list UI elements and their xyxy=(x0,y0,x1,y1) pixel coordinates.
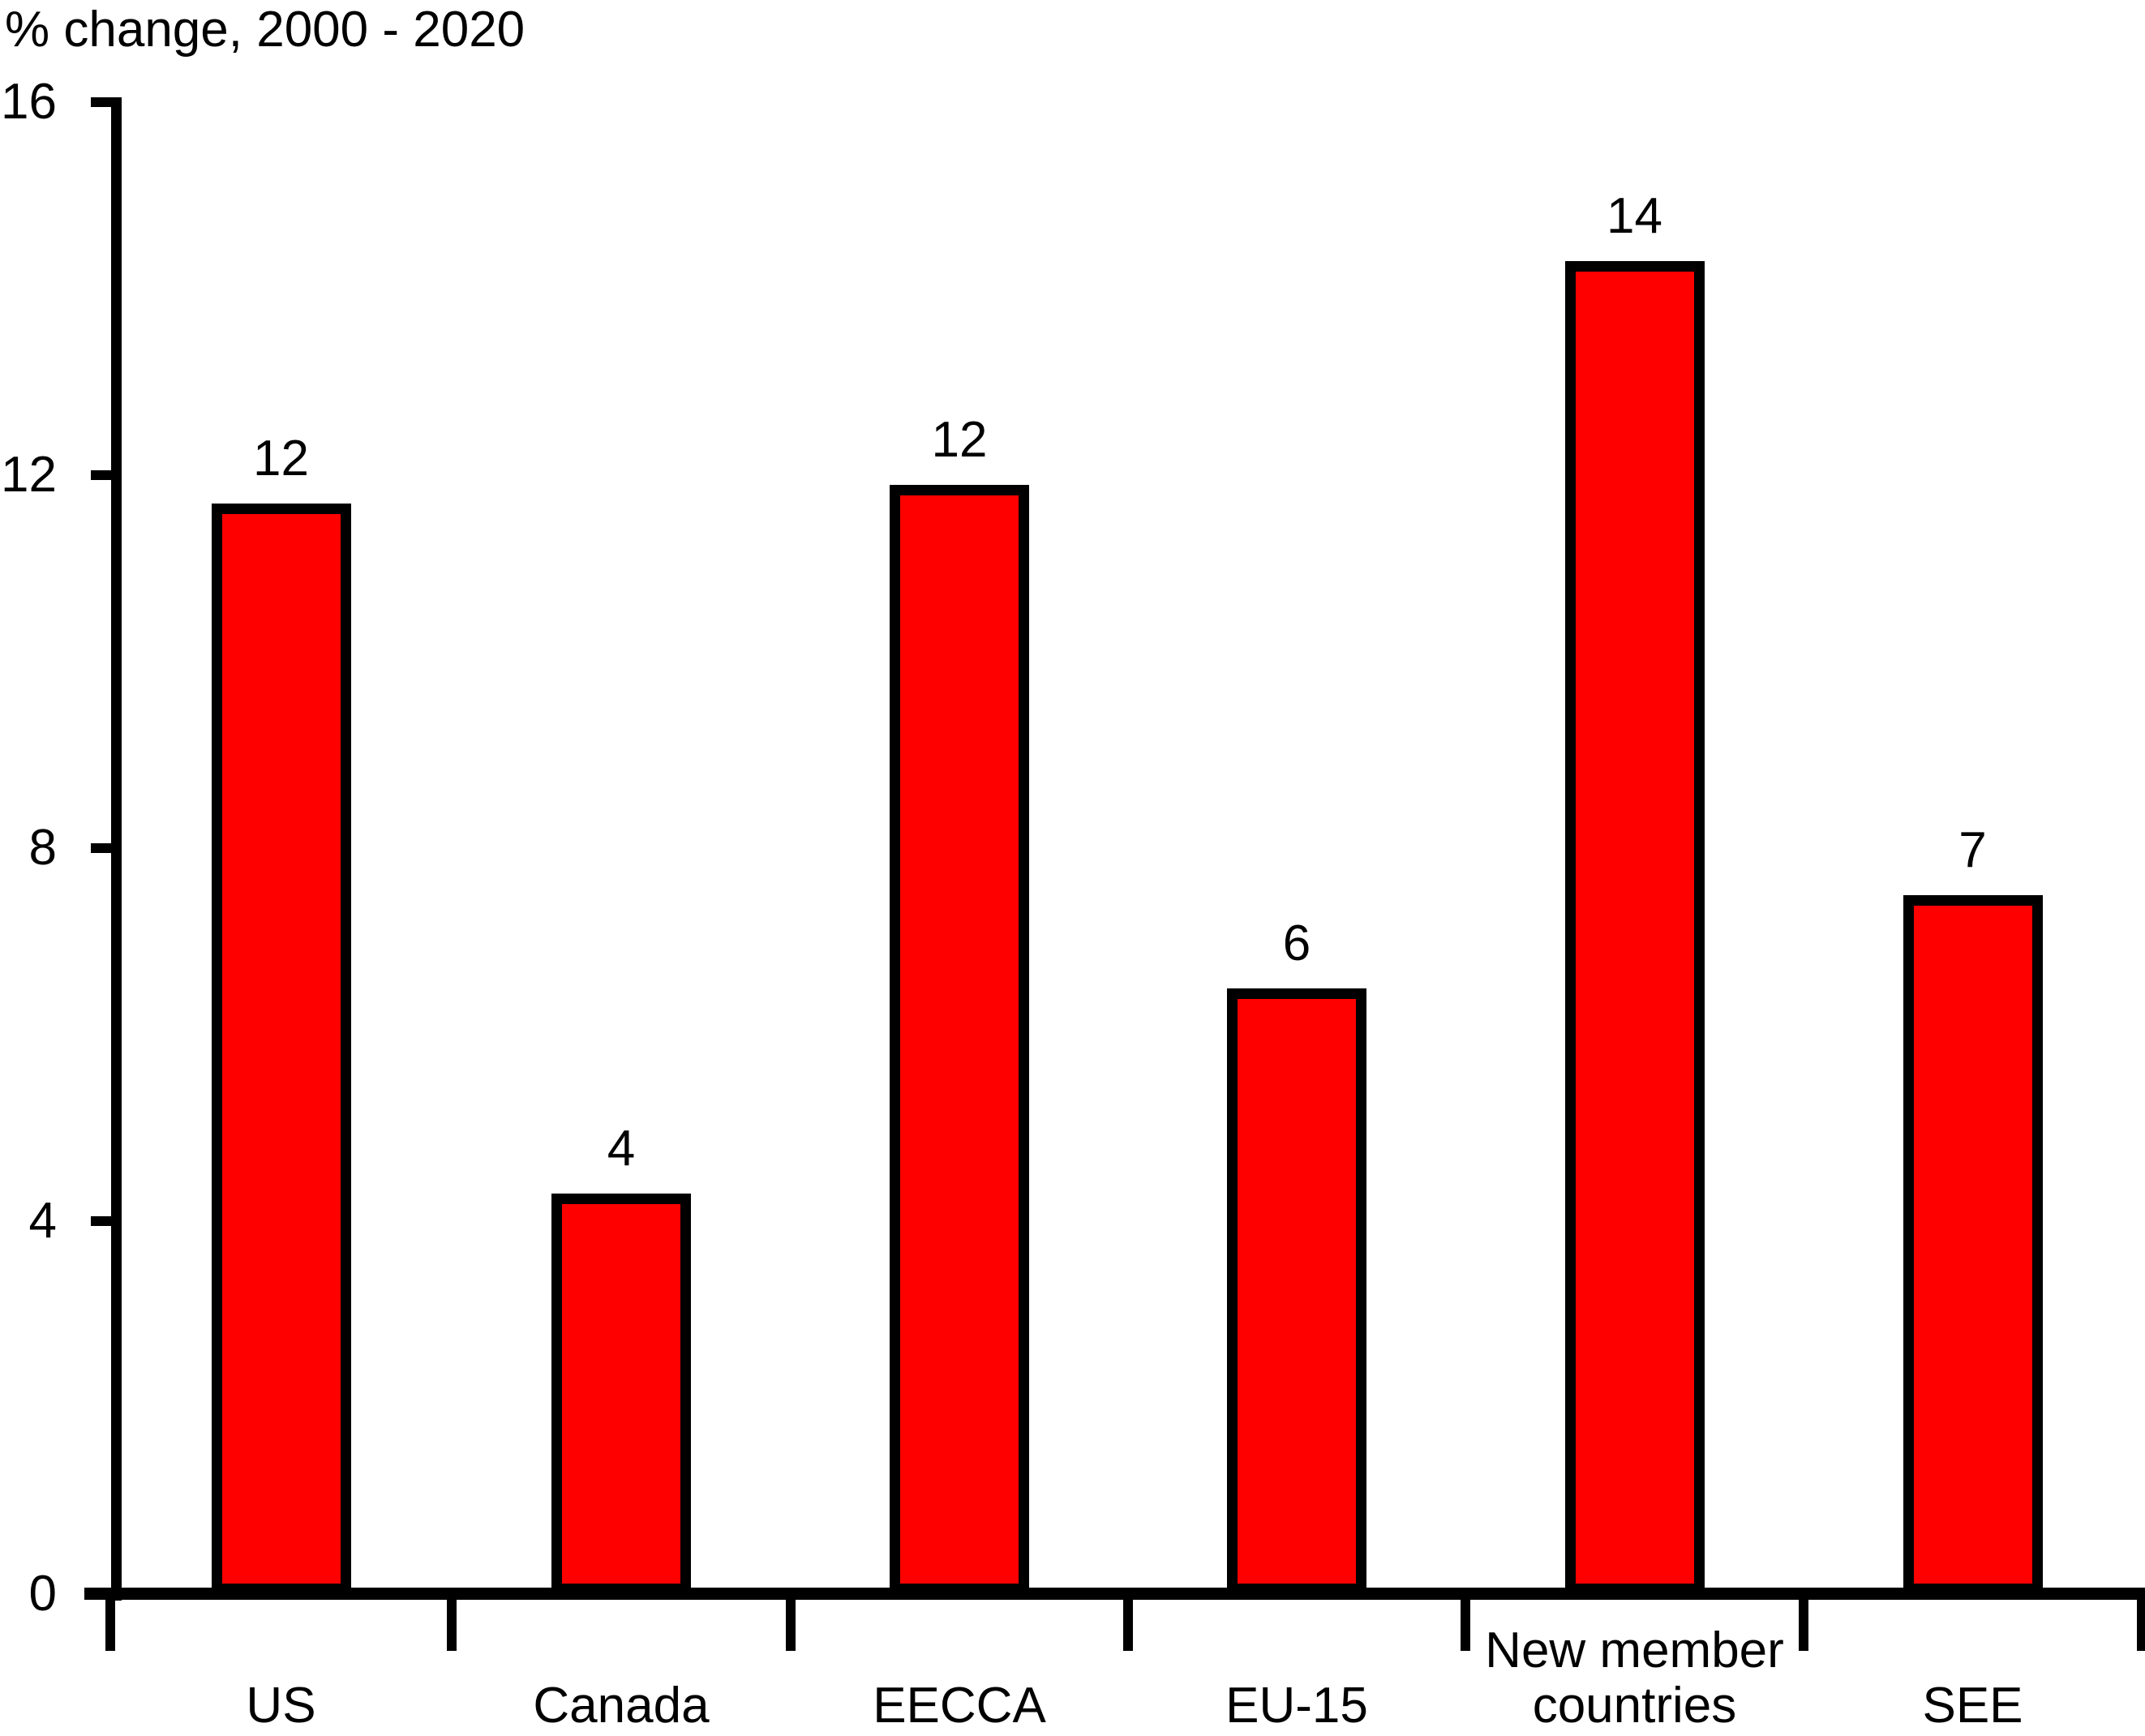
bar-eecca xyxy=(890,485,1029,1594)
category-label: EU-15 xyxy=(1225,1678,1368,1734)
bar-see xyxy=(1903,895,2043,1594)
bar-new-member-countries xyxy=(1564,261,1705,1594)
y-axis-tick xyxy=(91,843,112,853)
x-axis-tick xyxy=(1123,1588,1133,1651)
bar-value-label: 12 xyxy=(253,431,309,487)
y-axis-line xyxy=(111,97,122,1601)
bar-canada xyxy=(551,1194,691,1594)
x-axis-tick xyxy=(1461,1588,1470,1651)
bar-value-label: 12 xyxy=(931,412,988,468)
bar-value-label: 4 xyxy=(607,1121,636,1177)
y-tick-label: 16 xyxy=(1,74,57,130)
y-axis-tick xyxy=(91,470,112,480)
y-tick-label: 4 xyxy=(28,1193,57,1249)
category-label: Canada xyxy=(533,1678,710,1734)
chart-title: % change, 2000 - 2020 xyxy=(5,2,526,58)
bar-value-label: 14 xyxy=(1607,188,1662,244)
category-label: EECCA xyxy=(873,1678,1046,1734)
x-axis-tick xyxy=(105,1588,115,1651)
category-label: New member countries xyxy=(1485,1622,1784,1734)
x-axis-tick xyxy=(447,1588,457,1651)
x-axis-tick xyxy=(2137,1588,2145,1651)
category-label: SEE xyxy=(1922,1678,2023,1734)
bar-value-label: 6 xyxy=(1282,915,1311,971)
y-axis-tick xyxy=(91,97,112,107)
bar-value-label: 7 xyxy=(1958,822,1987,878)
category-label: US xyxy=(246,1678,316,1734)
x-axis-line xyxy=(84,1588,2145,1600)
bar-eu-15 xyxy=(1227,988,1366,1594)
y-tick-label: 8 xyxy=(28,820,57,876)
y-tick-label: 12 xyxy=(1,447,57,503)
x-axis-tick xyxy=(1799,1588,1808,1651)
bar-us xyxy=(211,504,351,1594)
y-tick-label: 0 xyxy=(28,1566,57,1622)
y-axis-tick xyxy=(91,1216,112,1226)
x-axis-tick xyxy=(786,1588,796,1651)
